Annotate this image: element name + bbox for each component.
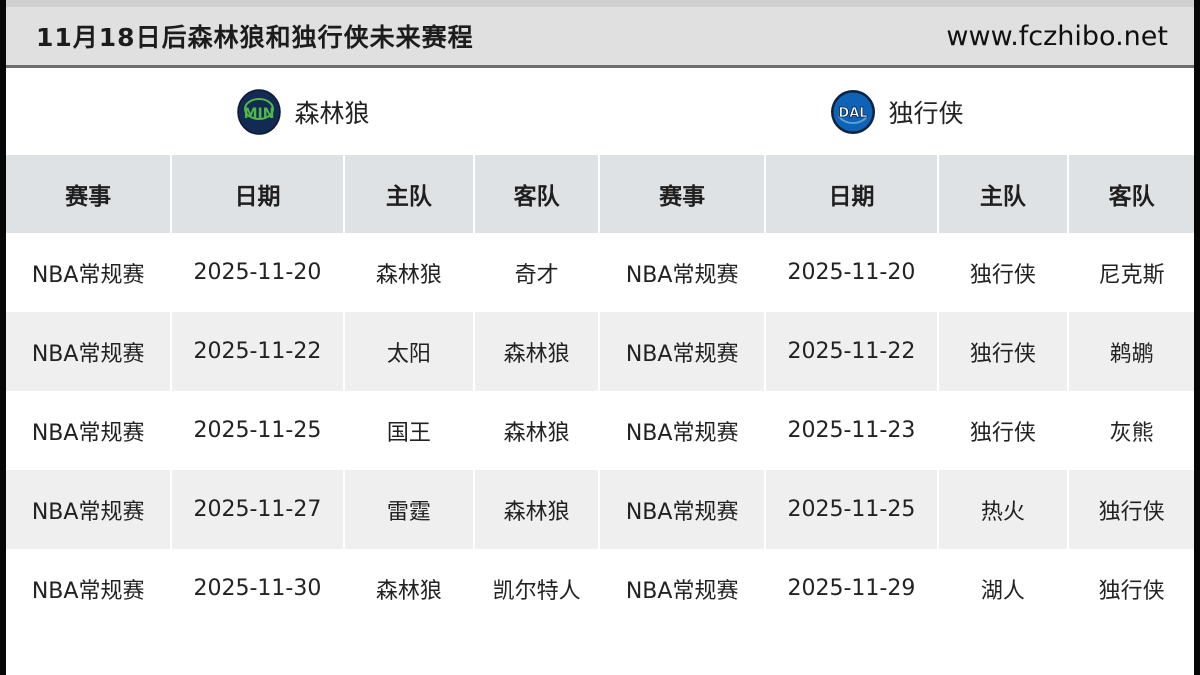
timberwolves-logo-icon: MIN xyxy=(236,88,282,135)
away-cell: 鹈鹕 xyxy=(1109,341,1154,367)
col-header-event: 赛事 xyxy=(600,155,767,233)
table-row: NBA常规赛 2025-11-30 森林狼 凯尔特人 NBA常规赛 2025-1… xyxy=(6,549,1194,628)
mavericks-game-row: NBA常规赛 2025-11-23 独行侠 灰熊 xyxy=(600,391,1194,470)
date-cell: 2025-11-25 xyxy=(766,470,939,549)
team-timberwolves[interactable]: MIN 森林狼 xyxy=(6,68,600,155)
table-header-left: 赛事 日期 主队 客队 xyxy=(6,155,600,233)
timberwolves-abbr: MIN xyxy=(244,106,275,122)
mavericks-game-row: NBA常规赛 2025-11-29 湖人 独行侠 xyxy=(600,549,1194,628)
screen-edge-left xyxy=(0,0,6,675)
event-cell: NBA常规赛 xyxy=(600,312,767,391)
away-cell: 奇才 xyxy=(475,233,600,312)
date-cell: 2025-11-29 xyxy=(766,549,939,628)
event-cell: NBA常规赛 xyxy=(600,391,767,470)
date-cell: 2025-11-20 xyxy=(172,233,345,312)
event-cell: NBA常规赛 xyxy=(6,470,173,549)
home-cell: 森林狼 xyxy=(345,233,476,312)
event-cell: NBA常规赛 xyxy=(6,391,173,470)
away-cell: 森林狼 xyxy=(475,391,600,470)
col-header-date: 日期 xyxy=(172,155,345,233)
home-cell: 独行侠 xyxy=(939,391,1070,470)
timberwolves-game-row: NBA常规赛 2025-11-25 国王 森林狼 xyxy=(6,391,600,470)
mavericks-abbr: DAL xyxy=(839,106,868,121)
table-row: NBA常规赛 2025-11-27 雷霆 森林狼 NBA常规赛 2025-11-… xyxy=(6,470,1194,549)
date-cell: 2025-11-22 xyxy=(172,312,345,391)
teams-row: MIN 森林狼 DAL 独行侠 xyxy=(6,68,1194,155)
mavericks-game-row: NBA常规赛 2025-11-25 热火 独行侠 xyxy=(600,470,1194,549)
timberwolves-game-row: NBA常规赛 2025-11-20 森林狼 奇才 xyxy=(6,233,600,312)
mavericks-logo-icon: DAL xyxy=(830,89,876,135)
col-header-date: 日期 xyxy=(766,155,939,233)
table-row: NBA常规赛 2025-11-25 国王 森林狼 NBA常规赛 2025-11-… xyxy=(6,391,1194,470)
date-cell: 2025-11-20 xyxy=(766,233,939,312)
date-cell: 2025-11-30 xyxy=(172,549,345,628)
event-cell: NBA常规赛 xyxy=(6,312,173,391)
event-cell: NBA常规赛 xyxy=(600,549,767,628)
col-header-event: 赛事 xyxy=(6,155,173,233)
away-cell: 灰熊 xyxy=(1109,420,1154,446)
event-cell: NBA常规赛 xyxy=(6,549,173,628)
event-cell: NBA常规赛 xyxy=(600,470,767,549)
home-cell: 湖人 xyxy=(939,549,1070,628)
col-header-away: 客队 xyxy=(475,155,600,233)
screen-edge-right xyxy=(1194,0,1200,675)
col-header-home: 主队 xyxy=(345,155,476,233)
date-cell: 2025-11-23 xyxy=(766,391,939,470)
event-cell: NBA常规赛 xyxy=(600,233,767,312)
table-header-row: 赛事 日期 主队 客队 赛事 日期 主队 客队 xyxy=(6,155,1194,233)
mavericks-game-row: NBA常规赛 2025-11-22 独行侠 鹈鹕 xyxy=(600,312,1194,391)
team-mavericks[interactable]: DAL 独行侠 xyxy=(600,68,1194,155)
page: 11月18日后森林狼和独行侠未来赛程 www.fczhibo.net MIN 森… xyxy=(6,0,1194,628)
timberwolves-name: 森林狼 xyxy=(294,98,370,128)
mavericks-game-row: NBA常规赛 2025-11-20 独行侠 尼克斯 xyxy=(600,233,1194,312)
away-cell: 森林狼 xyxy=(475,312,600,391)
away-cell: 森林狼 xyxy=(475,470,600,549)
date-cell: 2025-11-25 xyxy=(172,391,345,470)
top-strip xyxy=(6,0,1194,7)
away-cell: 尼克斯 xyxy=(1098,262,1165,288)
timberwolves-game-row: NBA常规赛 2025-11-22 太阳 森林狼 xyxy=(6,312,600,391)
home-cell: 国王 xyxy=(345,391,476,470)
col-header-away: 客队 xyxy=(1108,184,1155,210)
home-cell: 森林狼 xyxy=(345,549,476,628)
home-cell: 独行侠 xyxy=(939,233,1070,312)
date-cell: 2025-11-22 xyxy=(766,312,939,391)
table-header-right: 赛事 日期 主队 客队 xyxy=(600,155,1194,233)
date-cell: 2025-11-27 xyxy=(172,470,345,549)
home-cell: 独行侠 xyxy=(939,312,1070,391)
mavericks-name: 独行侠 xyxy=(888,98,964,128)
away-cell: 独行侠 xyxy=(1098,578,1165,604)
timberwolves-game-row: NBA常规赛 2025-11-30 森林狼 凯尔特人 xyxy=(6,549,600,628)
col-header-home: 主队 xyxy=(939,155,1070,233)
site-url[interactable]: www.fczhibo.net xyxy=(946,20,1168,52)
away-cell: 独行侠 xyxy=(1098,499,1165,525)
table-row: NBA常规赛 2025-11-20 森林狼 奇才 NBA常规赛 2025-11-… xyxy=(6,233,1194,312)
timberwolves-game-row: NBA常规赛 2025-11-27 雷霆 森林狼 xyxy=(6,470,600,549)
event-cell: NBA常规赛 xyxy=(6,233,173,312)
title-bar: 11月18日后森林狼和独行侠未来赛程 www.fczhibo.net xyxy=(6,7,1194,68)
page-title: 11月18日后森林狼和独行侠未来赛程 xyxy=(36,23,474,52)
home-cell: 雷霆 xyxy=(345,470,476,549)
away-cell: 凯尔特人 xyxy=(475,549,600,628)
home-cell: 太阳 xyxy=(345,312,476,391)
home-cell: 热火 xyxy=(939,470,1070,549)
table-row: NBA常规赛 2025-11-22 太阳 森林狼 NBA常规赛 2025-11-… xyxy=(6,312,1194,391)
